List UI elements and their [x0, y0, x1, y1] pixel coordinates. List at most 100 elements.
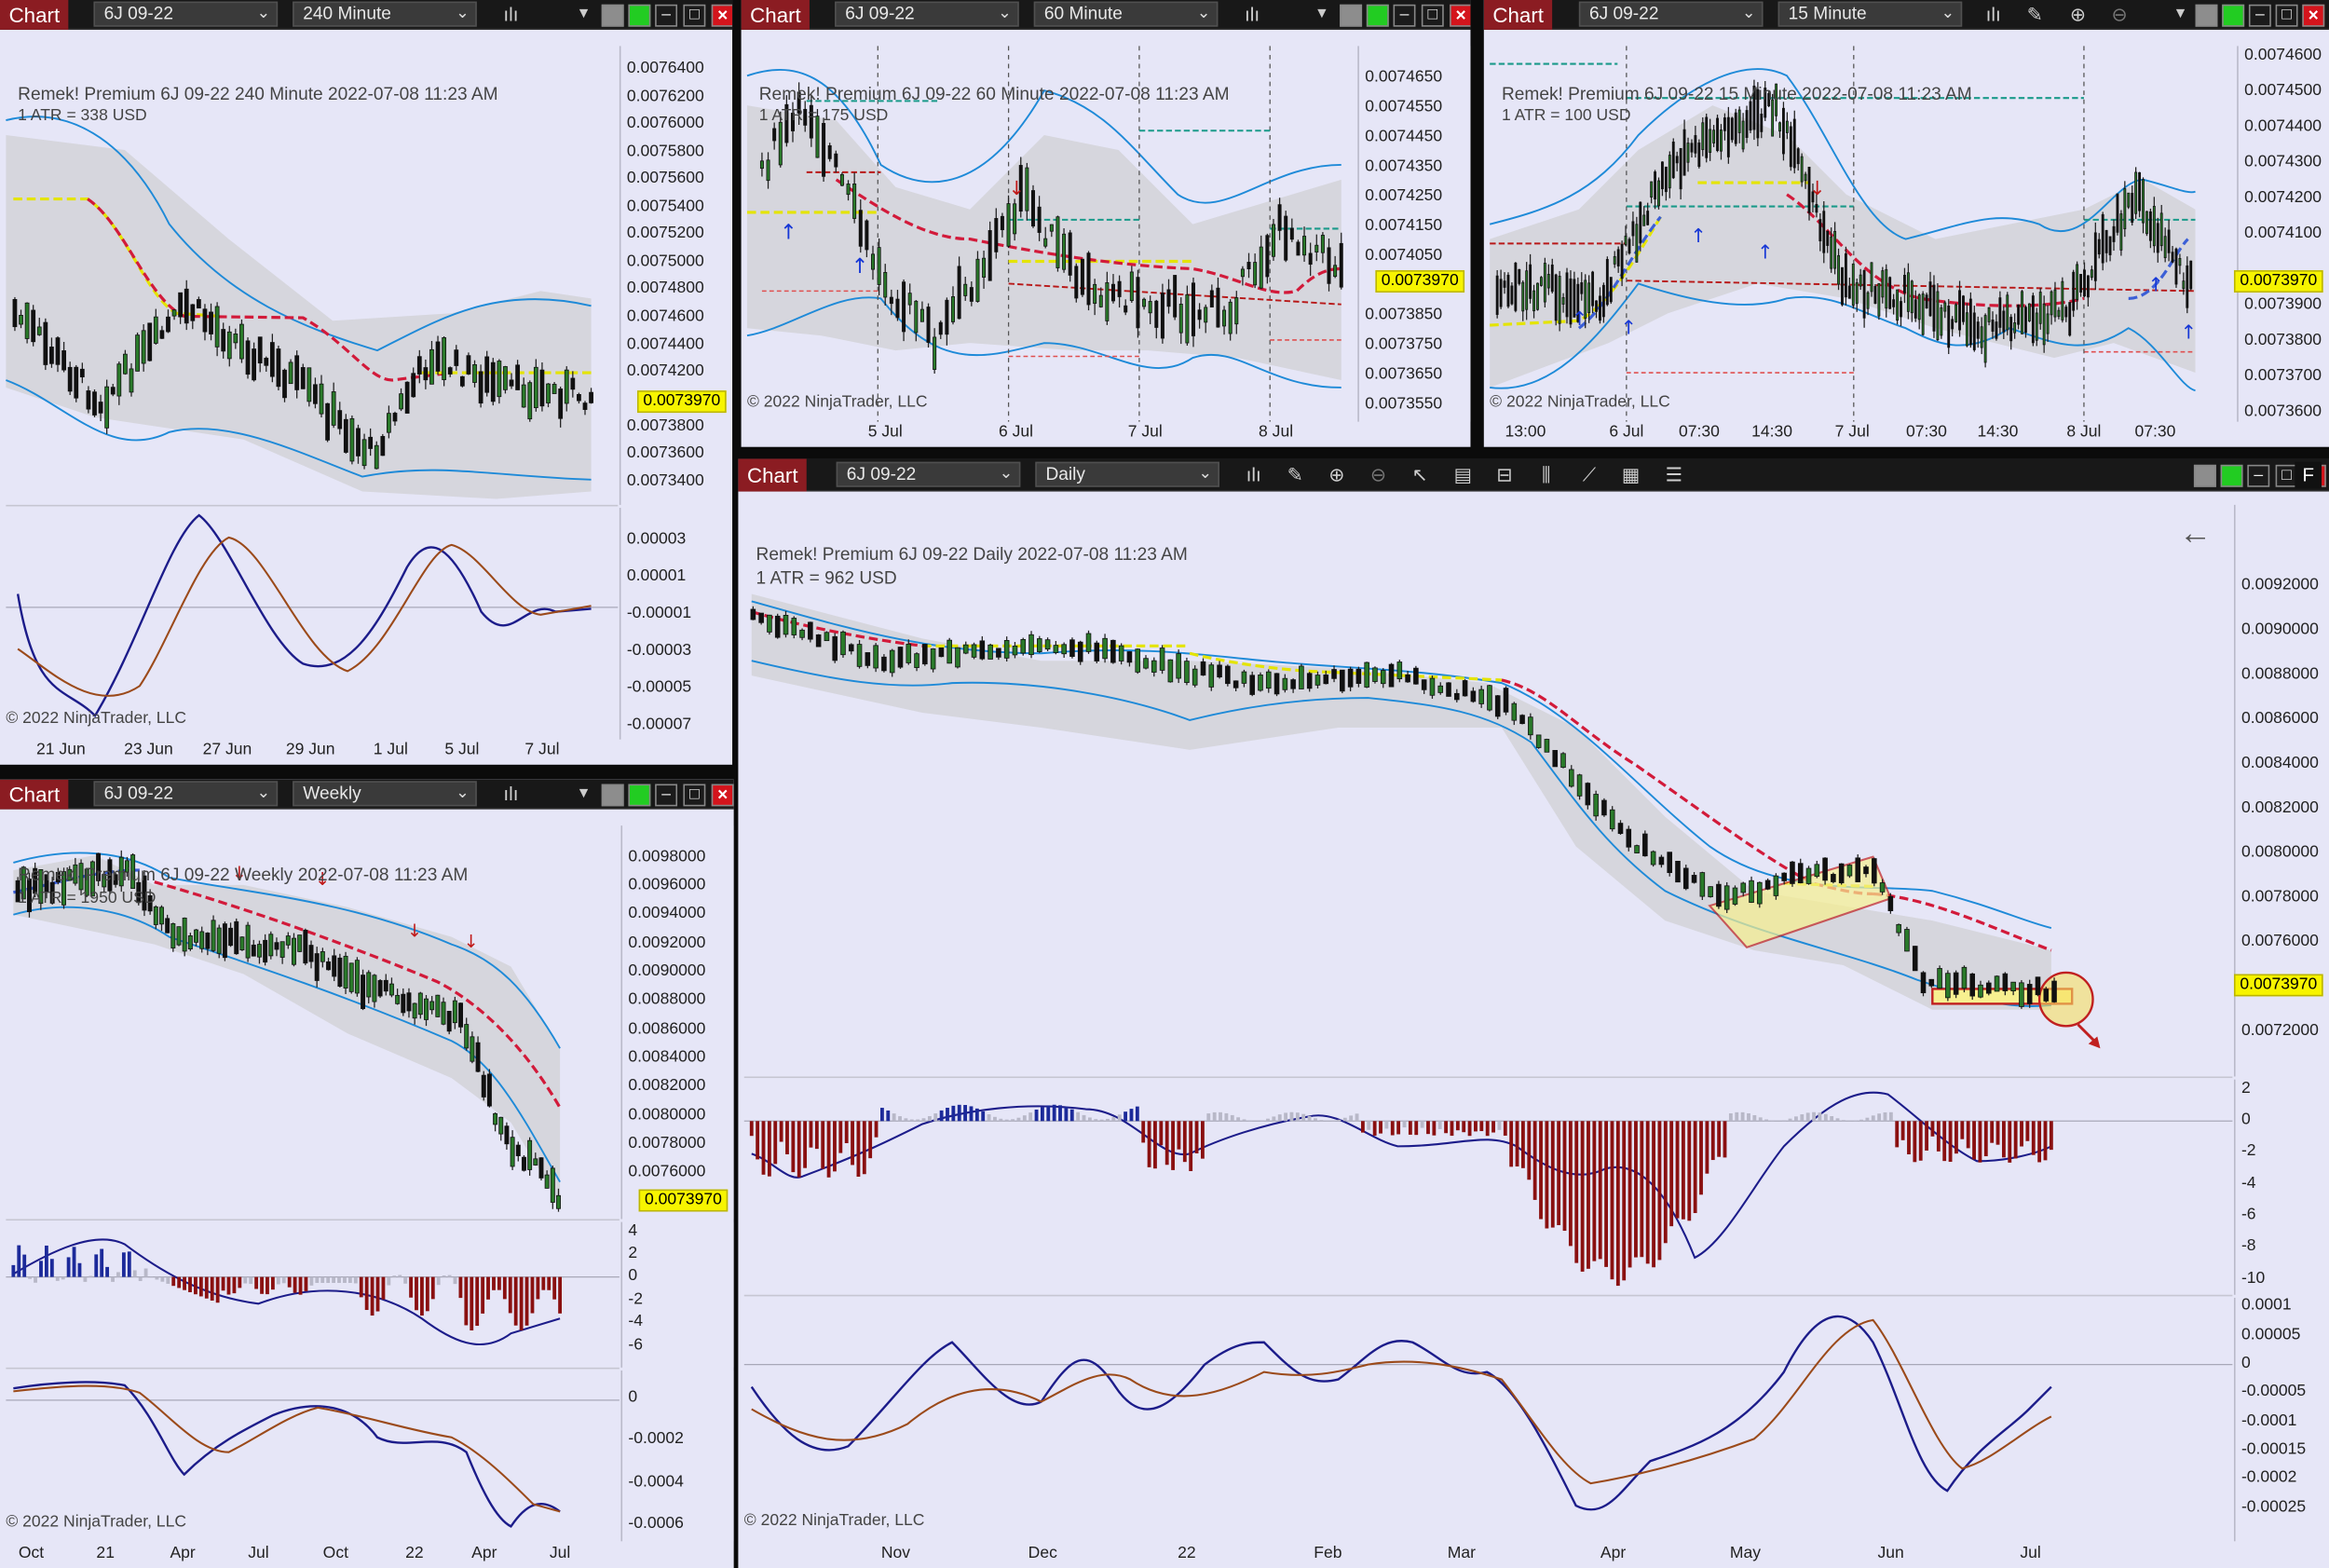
link-color-icon[interactable] — [601, 784, 624, 807]
oscillator-axis[interactable]: 0.00003 0.00001 -0.00001 -0.00003 -0.00005 -0… — [619, 508, 733, 740]
price-panel[interactable]: ↓ ↓ ↓ ↓ — [6, 825, 620, 1220]
histogram-bar — [1740, 1111, 1745, 1122]
axis-tick-label: 0.0086000 — [2240, 709, 2319, 728]
link-color-icon[interactable] — [2195, 4, 2218, 27]
oscillator-panel[interactable] — [743, 1297, 2233, 1542]
chart-tab[interactable]: Chart — [741, 0, 810, 30]
strategies-icon[interactable]: ⟋ — [1582, 463, 1597, 486]
interval-selector[interactable]: 60 Minute ⌄ — [1033, 1, 1219, 27]
data-box-icon[interactable]: ▤ — [1453, 463, 1473, 486]
close-icon[interactable]: × — [711, 4, 733, 27]
price-panel[interactable]: ↑ ↑ ↓ — [746, 46, 1356, 422]
time-axis[interactable]: Nov Dec 22 Feb Mar Apr May Jun Jul — [738, 1543, 2232, 1568]
maximize-icon[interactable]: □ — [2275, 4, 2298, 27]
price-axis[interactable]: 0.0074600 0.0074500 0.0074400 0.0074300 0.00… — [2237, 46, 2329, 422]
interval-selector[interactable]: Daily ⌄ — [1035, 461, 1220, 487]
dropdown-arrow-icon[interactable]: ▼ — [1314, 6, 1329, 22]
maximize-icon[interactable]: □ — [683, 784, 706, 807]
oscillator-panel[interactable] — [6, 1370, 620, 1542]
list-icon[interactable]: ☰ — [1665, 463, 1683, 486]
zoom-in-icon[interactable]: ⊕ — [2069, 3, 2087, 26]
chart-tab[interactable]: Chart — [738, 458, 808, 492]
status-green-icon[interactable] — [2220, 464, 2243, 487]
price-panel[interactable] — [743, 504, 2233, 1077]
maximize-icon[interactable]: □ — [683, 4, 706, 27]
zoom-out-icon[interactable]: ⊖ — [1369, 463, 1387, 486]
price-panel[interactable] — [6, 46, 619, 505]
minimize-icon[interactable]: – — [2248, 4, 2271, 27]
price-panel[interactable]: ↑ ↑ ↑ ↑ ↓ ↑ ↑ — [1489, 46, 2236, 422]
link-color-icon[interactable] — [1340, 4, 1363, 27]
zoom-out-icon[interactable]: ⊖ — [2111, 3, 2128, 26]
zoom-in-icon[interactable]: ⊕ — [1328, 463, 1345, 486]
status-green-icon[interactable] — [2222, 4, 2245, 27]
instrument-selector[interactable]: 6J 09-22 ⌄ — [93, 1, 279, 27]
link-color-icon[interactable] — [601, 4, 624, 27]
status-green-icon[interactable] — [1366, 4, 1389, 27]
f-button[interactable]: F — [2295, 461, 2322, 489]
maximize-icon[interactable]: □ — [1421, 4, 1444, 27]
oscillator-panel[interactable] — [6, 508, 619, 740]
bar-style-icon[interactable]: ılı — [1985, 3, 2001, 26]
chart-tab[interactable]: Chart — [0, 0, 69, 30]
bar-style-icon[interactable]: ılı — [1246, 463, 1261, 486]
time-axis[interactable]: 13:00 6 Jul 07:30 14:30 7 Jul 07:30 14:30 8 Jul… — [1484, 422, 2236, 447]
histogram-panel[interactable] — [6, 1221, 620, 1368]
panel-divider[interactable] — [6, 1367, 620, 1370]
time-axis[interactable]: 21 Jun 23 Jun 27 Jun 29 Jun 1 Jul 5 Jul 7 Jul — [0, 740, 618, 765]
chart-tab[interactable]: Chart — [0, 779, 69, 810]
properties-icon[interactable]: ⊟ — [1496, 463, 1513, 486]
dropdown-arrow-icon[interactable]: ▼ — [2172, 6, 2188, 22]
pointer-icon[interactable]: ↖ — [1411, 463, 1428, 486]
status-green-icon[interactable] — [628, 784, 651, 807]
instrument-selector[interactable]: 6J 09-22 ⌄ — [93, 781, 279, 807]
back-arrow-icon[interactable]: ← — [2178, 513, 2213, 552]
candle-body — [454, 349, 459, 366]
instrument-selector[interactable]: 6J 09-22 ⌄ — [835, 1, 1019, 27]
interval-selector[interactable]: 240 Minute ⌄ — [293, 1, 477, 27]
minimize-icon[interactable]: – — [655, 4, 678, 27]
status-green-icon[interactable] — [628, 4, 651, 27]
draw-tool-icon[interactable]: ✎ — [2026, 3, 2044, 26]
bar-style-icon[interactable]: ılı — [1245, 3, 1260, 26]
minimize-icon[interactable]: – — [2247, 464, 2270, 487]
bar-style-icon[interactable]: ılı — [503, 3, 519, 26]
interval-selector[interactable]: Weekly ⌄ — [293, 781, 477, 807]
bar-style-icon[interactable]: ılı — [503, 782, 519, 805]
interval-selector[interactable]: 15 Minute ⌄ — [1777, 1, 1963, 27]
close-icon[interactable]: × — [1450, 4, 1471, 27]
time-axis[interactable]: Oct 21 Apr Jul Oct 22 Apr Jul — [0, 1543, 620, 1568]
close-icon[interactable]: × — [711, 784, 734, 807]
candle-body — [331, 391, 336, 426]
close-icon[interactable]: × — [2302, 4, 2325, 27]
indicators-icon[interactable]: ⫼ — [1541, 463, 1551, 486]
histogram-axis[interactable]: 2 0 -2 -4 -6 -8 -10 — [2233, 1079, 2329, 1295]
histogram-bar — [1883, 1111, 1887, 1122]
panel-divider[interactable] — [743, 1294, 2233, 1297]
instrument-selector[interactable]: 6J 09-22 ⌄ — [836, 461, 1021, 487]
price-axis[interactable]: 0.0074650 0.0074550 0.0074450 0.0074350 0.00… — [1357, 46, 1471, 422]
dropdown-arrow-icon[interactable]: ▼ — [576, 6, 592, 22]
time-axis[interactable]: 5 Jul 6 Jul 7 Jul 8 Jul — [742, 422, 1356, 447]
chart-tab[interactable]: Chart — [1483, 0, 1553, 30]
minimize-icon[interactable]: – — [1393, 4, 1416, 27]
axis-tick-label: 0.0074050 — [1365, 246, 1443, 265]
histogram-panel[interactable] — [743, 1079, 2233, 1295]
price-axis[interactable]: 0.0098000 0.0096000 0.0094000 0.0092000 0.00… — [620, 825, 734, 1220]
histogram-bar — [1764, 1119, 1769, 1122]
panel-divider[interactable] — [743, 1076, 2233, 1079]
candle-body — [43, 321, 48, 365]
panel-divider[interactable] — [6, 504, 619, 507]
draw-tool-icon[interactable]: ✎ — [1287, 463, 1304, 486]
minimize-icon[interactable]: – — [655, 784, 678, 807]
candle-body — [110, 387, 116, 395]
templates-icon[interactable]: ▦ — [1621, 463, 1641, 486]
instrument-selector[interactable]: 6J 09-22 ⌄ — [1578, 1, 1764, 27]
dropdown-arrow-icon[interactable]: ▼ — [576, 785, 592, 802]
price-axis[interactable]: 0.0076400 0.0076200 0.0076000 0.0075800 0.00… — [619, 46, 733, 505]
histogram-axis[interactable]: 4 2 0 -2 -4 -6 — [620, 1221, 734, 1368]
oscillator-axis[interactable]: 0.0001 0.00005 0 -0.00005 -0.0001 -0.00015 -0.… — [2233, 1296, 2329, 1542]
link-color-icon[interactable] — [2193, 464, 2216, 487]
panel-divider[interactable] — [6, 1219, 620, 1221]
oscillator-axis[interactable]: 0 -0.0002 -0.0004 -0.0006 — [620, 1370, 734, 1542]
